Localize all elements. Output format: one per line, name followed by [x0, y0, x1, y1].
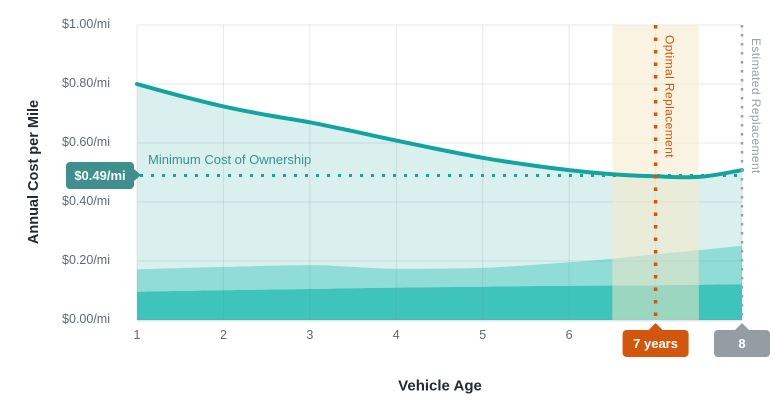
y-tick-label: $0.20/mi — [62, 253, 110, 267]
x-axis-title: Vehicle Age — [398, 377, 482, 395]
x-tick-label: 5 — [479, 328, 487, 342]
x-tick-label: 6 — [565, 328, 573, 342]
y-tick-label: $0.00/mi — [62, 312, 110, 326]
estimated-replacement-label: Estimated Replacement — [749, 38, 763, 174]
optimal-replacement-label: Optimal Replacement — [662, 35, 677, 158]
optimal-year-badge[interactable]: 7 years — [622, 323, 689, 357]
y-tick-label: $0.80/mi — [62, 76, 110, 90]
min-cost-badge[interactable]: $0.49/mi — [66, 161, 141, 189]
y-tick-label: $1.00/mi — [62, 17, 110, 31]
area-middle-band — [137, 245, 742, 292]
optimal-replacement-band — [612, 25, 699, 320]
area-lower-band — [137, 284, 742, 320]
x-tick-label: 2 — [219, 328, 227, 342]
y-tick-label: $0.40/mi — [62, 194, 110, 208]
x-tick-label: 4 — [392, 328, 400, 342]
min-cost-label: Minimum Cost of Ownership — [148, 152, 312, 168]
x-tick-label: 3 — [306, 328, 314, 342]
y-axis-title: Annual Cost per Mile — [26, 99, 42, 245]
estimated-year-badge[interactable]: 8 years — [714, 323, 770, 378]
y-tick-label: $0.60/mi — [62, 135, 110, 149]
x-tick-label: 1 — [133, 328, 141, 342]
total-cost-line — [135, 82, 744, 180]
